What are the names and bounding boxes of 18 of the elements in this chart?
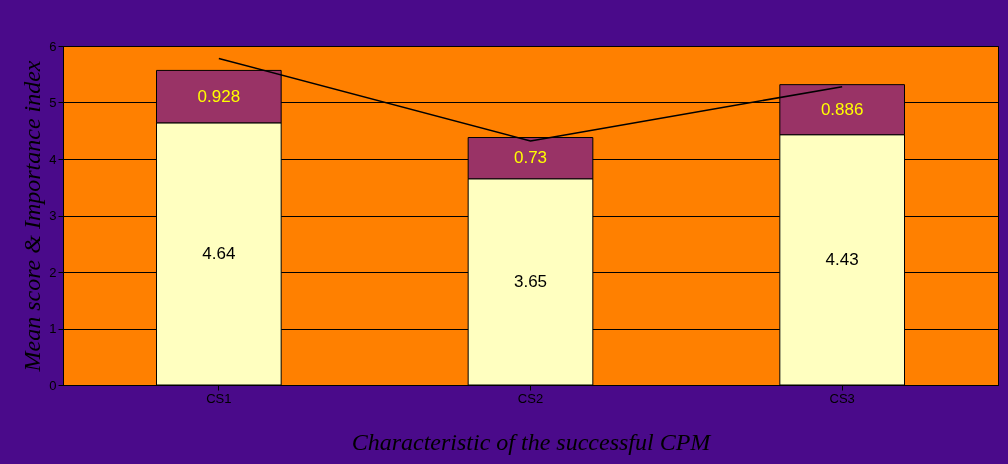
x-tick-label: CS1: [206, 390, 232, 406]
y-tick-label: 5: [49, 95, 57, 110]
y-tick-label: 1: [49, 321, 57, 336]
y-tick-label: 2: [49, 264, 57, 280]
x-tick-label: CS2: [517, 390, 544, 406]
data-label: 0.73: [513, 148, 548, 168]
data-label: 4.64: [202, 243, 236, 263]
data-label: 0.928: [197, 86, 241, 106]
data-label: 4.43: [825, 249, 859, 269]
x-tick-label: CS3: [829, 390, 855, 406]
y-tick-label: 0: [49, 377, 57, 393]
y-tick-label: 6: [49, 38, 57, 54]
y-axis-title: Mean score & Importance index: [19, 60, 46, 373]
data-label: 3.65: [513, 271, 548, 291]
y-tick-label: 4: [49, 151, 57, 167]
y-tick-label: 3: [49, 208, 57, 223]
data-label: 0.886: [820, 99, 864, 119]
x-axis-title: Characteristic of the successful CPM: [351, 428, 713, 455]
